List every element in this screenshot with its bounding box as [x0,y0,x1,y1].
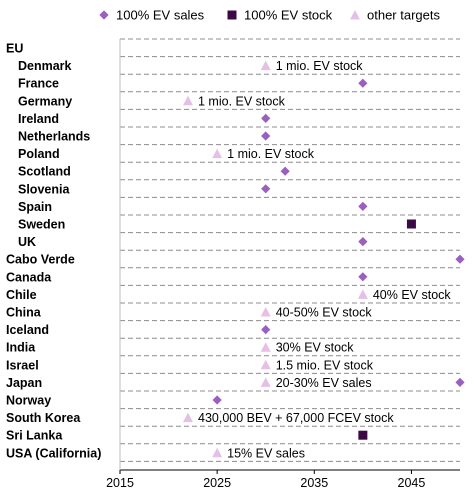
annotation-background [274,358,375,373]
x-tick-label: 2035 [300,476,328,490]
marker-sales-slovenia [261,184,271,194]
annotation-background [226,147,316,162]
marker-other-germany [183,95,193,106]
category-label-norway: Norway [6,394,51,408]
marker-other-poland [212,148,223,159]
annotation-background [197,94,287,109]
marker-sales-iceland [261,325,271,335]
legend-label-100-ev-stock: 100% EV stock [244,8,333,23]
category-label-scotland: Scotland [18,165,71,179]
annotation-usa-california: 15% EV sales [227,446,305,460]
category-label-spain: Spain [18,200,52,214]
category-label-canada: Canada [6,270,52,284]
category-labels: EU Denmark France Germany Ireland Netherlands… [6,42,101,461]
category-label-eu: EU [6,42,23,56]
annotation-background [226,446,306,461]
annotation-denmark: 1 mio. EV stock [276,59,364,73]
marker-stock-sweden [406,219,416,229]
category-label-usa-california: USA (California) [6,446,101,460]
legend-square-marker [227,10,237,20]
marker-other-china [260,307,271,317]
category-label-chile: Chile [6,288,37,302]
marker-other-denmark [260,60,271,71]
marker-other-japan [260,377,271,387]
marker-other-india [260,342,271,352]
category-label-india: India [6,341,36,355]
marker-sales-japan [455,377,465,387]
category-label-poland: Poland [18,147,60,161]
marker-sales-norway [212,395,222,405]
annotation-background [371,287,453,302]
annotation-background [274,305,374,320]
marker-other-chile [357,289,368,299]
category-label-china: China [6,306,42,320]
category-label-netherlands: Netherlands [18,130,90,144]
annotation-india: 30% EV stock [276,341,355,355]
data-markers [183,60,465,458]
category-label-slovenia: Slovenia [18,182,70,196]
marker-sales-cabo-verde [455,254,465,264]
marker-sales-ireland [261,113,271,123]
legend: 100% EV sales 100% EV stock other targets [99,8,440,23]
annotation-israel: 1.5 mio. EV stock [276,358,374,372]
x-tick-label: 2025 [203,476,231,490]
category-label-cabo-verde: Cabo Verde [6,253,75,267]
category-label-israel: Israel [6,358,39,372]
category-label-sweden: Sweden [18,218,65,232]
legend-diamond-marker [99,10,109,20]
marker-sales-scotland [280,166,290,176]
marker-other-south-korea [183,412,193,423]
category-label-ireland: Ireland [18,112,59,126]
marker-sales-spain [358,201,368,211]
marker-other-usa-california [212,447,223,458]
category-label-france: France [18,77,59,91]
marker-other-israel [260,359,271,370]
annotation-background [197,411,396,426]
category-label-denmark: Denmark [18,59,72,73]
marker-sales-netherlands [261,131,271,141]
marker-sales-canada [358,272,368,282]
category-label-japan: Japan [6,376,42,390]
category-label-germany: Germany [18,94,72,108]
annotation-japan: 20-30% EV sales [276,376,372,390]
annotation-background [274,59,365,74]
x-tick-label: 2045 [398,476,426,490]
marker-sales-uk [358,237,368,247]
marker-stock-sri-lanka [358,430,368,440]
marker-sales-france [358,78,368,88]
category-label-uk: UK [18,235,36,249]
x-tick-label: 2015 [106,476,134,490]
category-label-sri-lanka: Sri Lanka [6,429,63,443]
category-label-iceland: Iceland [6,323,49,337]
legend-triangle-marker [350,10,360,20]
legend-label-other-targets: other targets [367,8,440,23]
grid-lines [120,38,460,462]
x-axis: 2015 2025 2035 2045 [106,39,460,490]
annotation-germany: 1 mio. EV stock [198,94,286,108]
annotation-chile: 40% EV stock [373,288,452,302]
annotation-poland: 1 mio. EV stock [227,147,315,161]
annotations: 1 mio. EV stock 1 mio. EV stock 1 mio. EV … [197,59,453,461]
annotation-background [274,375,373,390]
annotation-south-korea: 430,000 BEV + 67,000 FCEV stock [198,411,394,425]
annotation-china: 40-50% EV stock [276,306,373,320]
legend-label-100-ev-sales: 100% EV sales [116,8,205,23]
annotation-background [274,340,356,355]
category-label-south-korea: South Korea [6,411,81,425]
